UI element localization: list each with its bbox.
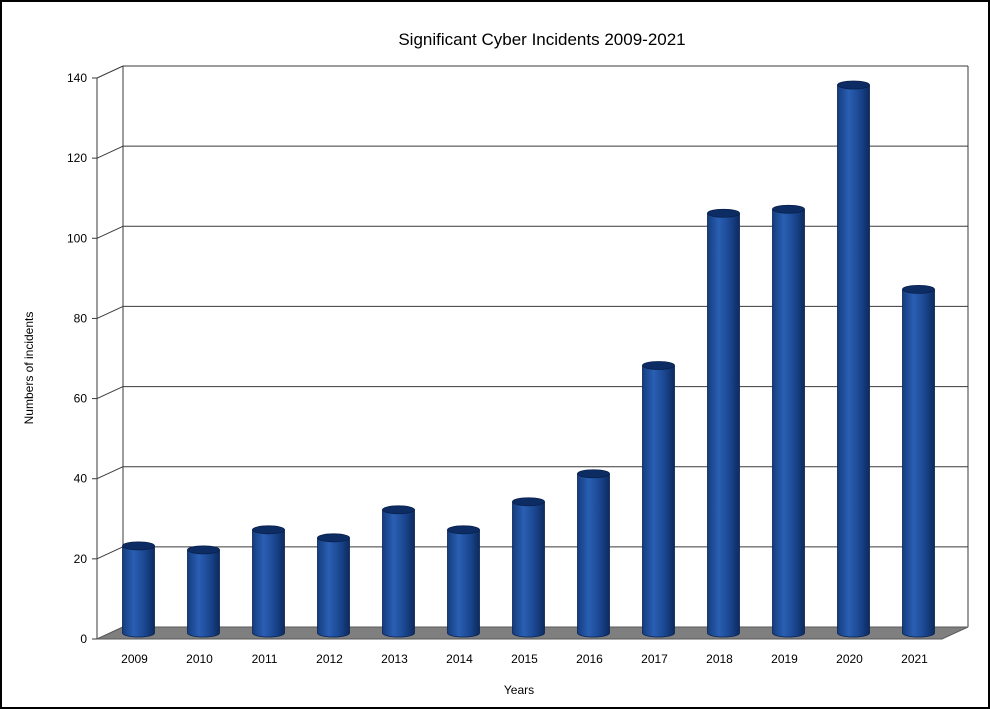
bar: [317, 533, 350, 638]
bar-series: [122, 80, 935, 638]
x-tick-label: 2012: [316, 652, 343, 666]
x-tick-label: 2011: [252, 652, 278, 666]
x-tick-label: 2013: [381, 652, 408, 666]
x-tick-label: 2020: [836, 652, 863, 666]
gridline-side: [96, 225, 124, 239]
bar: [252, 525, 285, 638]
x-axis-ticks: 2009 2010 2011 2012 2013 2014 2015 2016 2017 2018…: [121, 652, 928, 666]
bar: [122, 541, 155, 638]
y-tick-label: 80: [74, 311, 88, 325]
y-tick-label: 100: [67, 231, 87, 245]
gridline-side: [96, 65, 124, 79]
bar: [772, 204, 805, 638]
y-tick-label: 40: [74, 472, 88, 486]
bar: [447, 525, 480, 638]
bar: [642, 361, 675, 638]
x-tick-label: 2010: [186, 652, 213, 666]
gridline-side: [96, 546, 124, 560]
bar: [707, 208, 740, 638]
y-axis-ticks: 0 20 40 60 80 100 120 140: [67, 71, 97, 646]
bar: [837, 80, 870, 638]
x-axis-label: Years: [504, 683, 534, 697]
chart-title: Significant Cyber Incidents 2009-2021: [398, 30, 685, 49]
x-tick-label: 2016: [576, 652, 603, 666]
gridline-side: [96, 386, 124, 400]
bar: [187, 545, 220, 638]
gridline-side: [96, 145, 124, 159]
x-tick-label: 2018: [706, 652, 733, 666]
x-tick-label: 2009: [121, 652, 148, 666]
x-tick-label: 2015: [511, 652, 538, 666]
x-tick-label: 2019: [771, 652, 798, 666]
gridline-side: [96, 466, 124, 480]
y-tick-label: 120: [67, 151, 87, 165]
y-tick-label: 60: [74, 392, 88, 406]
y-tick-label: 0: [80, 632, 87, 646]
bar: [382, 505, 415, 638]
x-tick-label: 2014: [446, 652, 473, 666]
bar: [577, 469, 610, 638]
gridline-side: [96, 305, 124, 319]
bar: [512, 497, 545, 638]
y-tick-label: 140: [67, 71, 87, 85]
x-tick-label: 2021: [901, 652, 928, 666]
y-tick-label: 20: [74, 552, 88, 566]
x-tick-label: 2017: [641, 652, 668, 666]
y-axis-label: Numbers of incidents: [22, 312, 36, 425]
bar: [902, 284, 935, 638]
